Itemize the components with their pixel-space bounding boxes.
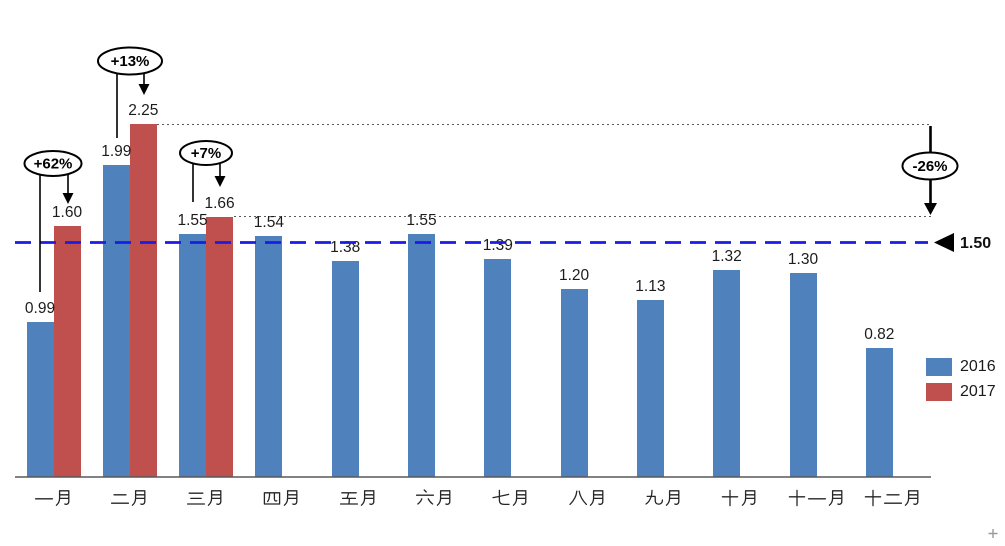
value-label-2016-month-3: 1.55 — [177, 211, 208, 229]
month-label-3 — [187, 490, 222, 506]
month-label-2 — [110, 490, 146, 506]
bar-2016-month-9[interactable] — [636, 299, 664, 477]
value-label-2016-month-2: 1.99 — [101, 142, 132, 160]
legend-swatch-2017 — [926, 383, 952, 401]
bar-2016-month-7[interactable] — [484, 259, 512, 477]
value-label-2016-month-1: 0.99 — [24, 299, 56, 317]
value-label-2016-month-12: 0.82 — [864, 326, 895, 344]
month-label-8 — [568, 490, 604, 506]
bar-2016-month-3[interactable] — [179, 233, 207, 477]
month-label-11 — [788, 489, 842, 507]
month-label-5 — [339, 490, 375, 506]
month-label-12 — [864, 489, 919, 507]
value-label-2016-month-8: 1.20 — [559, 266, 590, 284]
bar-2016-month-4[interactable] — [255, 235, 283, 477]
month-label-4 — [264, 490, 298, 506]
bar-2016-month-1[interactable] — [26, 321, 54, 477]
month-label-10 — [721, 489, 756, 507]
bar-2017-month-1[interactable] — [53, 226, 81, 477]
legend-entry-2017[interactable]: 2017 — [926, 383, 996, 401]
bar-2016-month-12[interactable] — [865, 348, 893, 477]
value-label-2016-month-11: 1.30 — [787, 251, 819, 269]
bar-2016-month-6[interactable] — [408, 233, 435, 477]
bar-2017-month-2[interactable] — [129, 124, 157, 477]
legend-entry-2016[interactable]: 2016 — [926, 358, 996, 376]
value-label-2017-month-1: 1.60 — [51, 204, 83, 222]
month-label-9 — [645, 489, 680, 506]
month-label-7 — [492, 489, 527, 506]
value-label-2016-month-4: 1.54 — [253, 213, 284, 231]
month-label-6 — [415, 489, 451, 506]
legend-label-2016: 2016 — [960, 358, 996, 375]
value-label-2016-month-10: 1.32 — [711, 248, 742, 266]
value-label-2016-month-7: 1.39 — [482, 237, 513, 255]
bar-2016-month-5[interactable] — [331, 260, 359, 477]
value-label-2016-month-6: 1.55 — [406, 211, 437, 229]
month-label-1 — [34, 490, 69, 506]
value-label-2017-month-3: 1.66 — [204, 194, 235, 212]
bar-2016-month-8[interactable] — [560, 288, 588, 477]
bar-2016-month-11[interactable] — [789, 273, 817, 477]
legend-swatch-2016 — [926, 358, 952, 376]
bar-2016-month-10[interactable] — [713, 270, 741, 477]
value-label-2016-month-5: 1.38 — [330, 238, 361, 256]
value-label-2016-month-9: 1.13 — [635, 277, 666, 295]
bar-2016-month-2[interactable] — [102, 164, 130, 477]
bar-2017-month-3[interactable] — [206, 216, 234, 477]
value-label-2017-month-2: 2.25 — [128, 102, 159, 120]
legend-label-2017: 2017 — [960, 383, 996, 400]
